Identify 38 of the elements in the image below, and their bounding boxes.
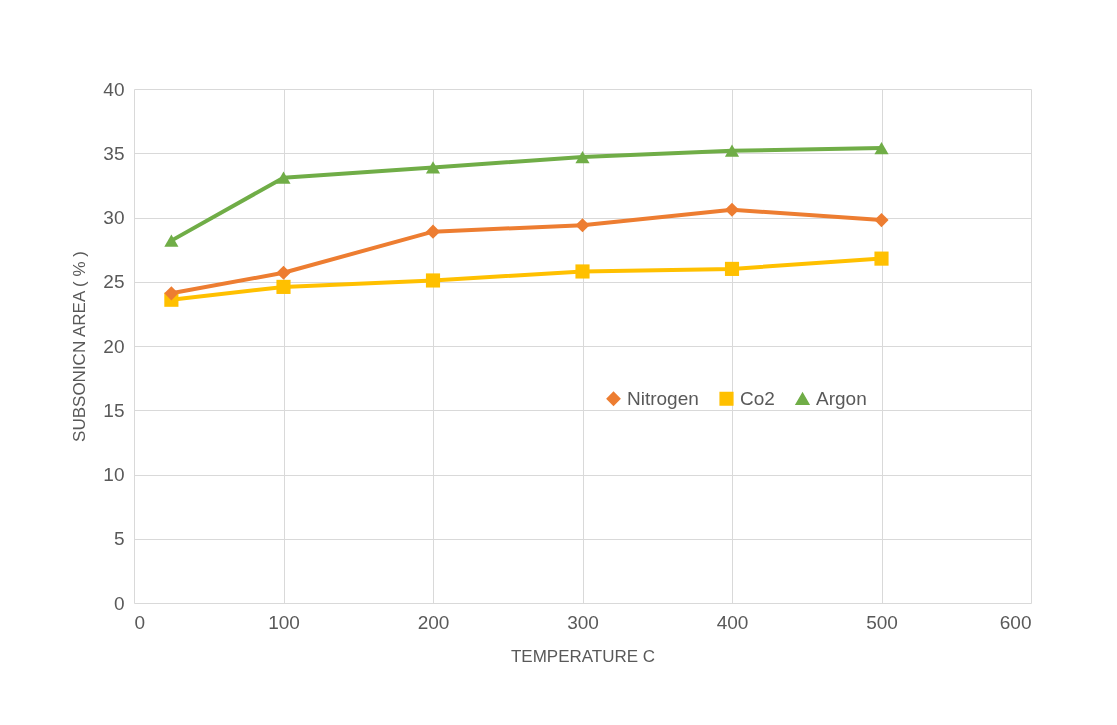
point <box>425 224 441 239</box>
point <box>575 150 590 164</box>
x-tick-label: 400 <box>716 611 749 633</box>
y-tick-label: 35 <box>103 142 125 164</box>
point <box>276 265 291 280</box>
legend-label: Argon <box>816 387 867 409</box>
y-tick-label: 0 <box>113 592 125 614</box>
x-tick-label: 100 <box>268 611 300 633</box>
point <box>724 202 740 217</box>
y-tick-label: 5 <box>113 528 125 550</box>
point <box>575 264 590 279</box>
point <box>164 286 179 301</box>
point <box>724 144 740 157</box>
point <box>164 234 179 247</box>
y-tick-label: 10 <box>103 464 125 485</box>
x-axis-title: TEMPERATURE C <box>510 646 656 666</box>
y-tick-label: 40 <box>103 78 125 100</box>
x-tick-label: 0 <box>134 611 146 633</box>
y-tick-label: 15 <box>103 399 125 421</box>
x-tick-label: 600 <box>999 611 1032 633</box>
point <box>724 261 740 276</box>
x-tick-label: 500 <box>866 611 898 633</box>
y-axis-title: SUBSONICN AREA ( % ) <box>70 251 90 442</box>
x-tick-label: 200 <box>417 611 450 633</box>
legend-label: Nitrogen <box>627 387 699 409</box>
point <box>874 141 889 155</box>
point <box>425 161 441 174</box>
legend-label: Co2 <box>740 387 775 409</box>
point <box>425 273 441 288</box>
point <box>874 213 889 228</box>
y-tick-label: 30 <box>103 207 125 228</box>
x-tick-label: 300 <box>567 611 599 633</box>
y-tick-label: 20 <box>103 335 125 357</box>
y-tick-label: 25 <box>103 271 125 293</box>
point <box>575 218 590 233</box>
point <box>276 279 291 294</box>
point <box>874 251 889 266</box>
point <box>276 171 291 184</box>
